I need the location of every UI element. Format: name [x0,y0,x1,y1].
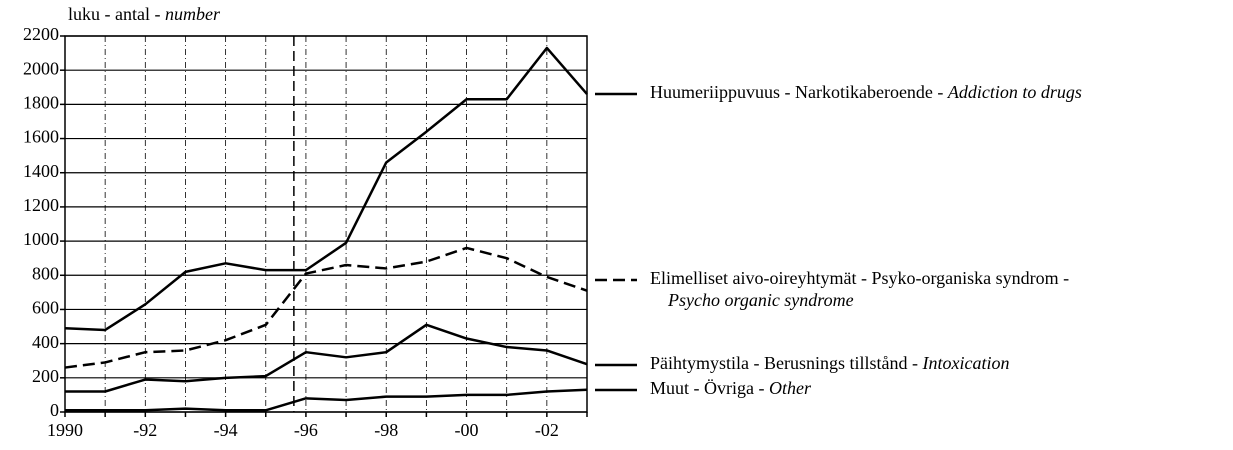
y-tick-label: 1200 [23,195,59,215]
x-tick-label: -98 [374,420,398,440]
series-line [65,323,588,393]
legend-label: Muut - Övriga - Other [650,378,812,398]
x-tick-label: -92 [133,420,157,440]
y-axis-label: luku - antal - number [68,4,221,24]
x-tick-label: -94 [214,420,238,440]
legend-label: Elimelliset aivo-oireyhtymät - Psyko-org… [650,268,1069,288]
legend-label: Päihtymystila - Berusnings tillstånd - I… [650,353,1009,373]
y-tick-label: 800 [32,263,59,283]
x-tick-label: -96 [294,420,318,440]
legend-label-text: Päihtymystila - Berusnings tillstånd - [650,353,918,373]
legend-label-en: Intoxication [922,353,1010,373]
x-tick-label: -00 [455,420,479,440]
y-tick-label: 600 [32,298,59,318]
legend-label-text: Muut - Övriga - [650,378,764,398]
y-tick-label: 1600 [23,127,59,147]
legend-label-en: Psycho organic syndrome [667,290,854,310]
series-line [64,46,588,332]
y-tick-label: 2200 [23,24,59,44]
y-tick-label: 1000 [23,229,59,249]
x-tick-label: -02 [535,420,559,440]
y-tick-label: 400 [32,332,59,352]
series-line [65,388,588,412]
y-tick-label: 200 [32,366,59,386]
legend-label-en: Addiction to drugs [947,82,1082,102]
y-axis-label-text: luku - antal - [68,4,160,24]
x-tick-label: 1990 [47,420,83,440]
series-line [64,246,588,369]
y-axis-label-en: number [165,4,221,24]
plot-frame [64,35,588,413]
y-tick-label: 1800 [23,92,59,112]
y-tick-label: 0 [50,400,59,420]
legend-label: Huumeriippuvuus - Narkotikaberoende - Ad… [650,82,1082,102]
legend-label-text: Huumeriippuvuus - Narkotikaberoende - [650,82,943,102]
y-tick-label: 1400 [23,161,59,181]
legend-label-en: Other [769,378,812,398]
y-tick-label: 2000 [23,58,59,78]
